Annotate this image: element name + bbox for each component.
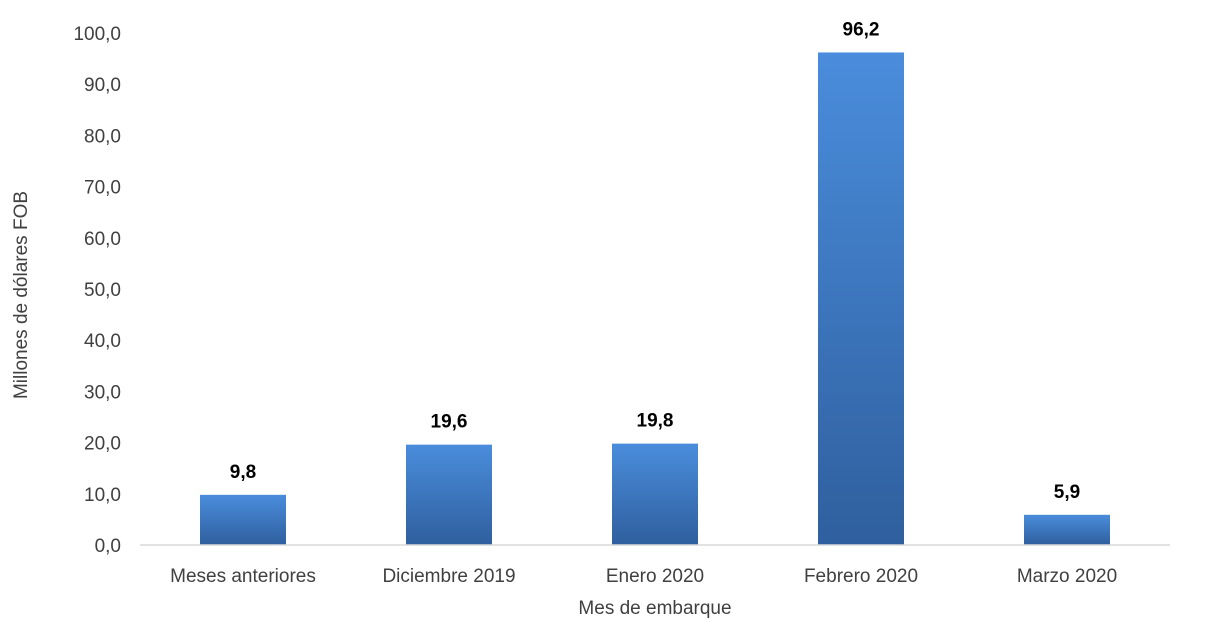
x-category-label: Febrero 2020 xyxy=(804,566,918,587)
bar xyxy=(818,52,904,546)
x-category-label: Diciembre 2019 xyxy=(382,566,515,587)
bar-value-label: 5,9 xyxy=(1054,482,1080,503)
y-tick-label: 10,0 xyxy=(84,485,121,506)
x-axis-categories: Meses anteriores Diciembre 2019 Enero 2020… xyxy=(170,566,1117,587)
bar-value-label: 9,8 xyxy=(230,462,256,483)
y-tick-label: 100,0 xyxy=(73,24,121,45)
x-category-label: Meses anteriores xyxy=(170,566,316,587)
y-tick-label: 80,0 xyxy=(84,126,121,147)
bar xyxy=(612,443,698,545)
bar-value-label: 19,6 xyxy=(431,412,468,433)
bars-group xyxy=(200,52,1110,546)
x-category-label: Enero 2020 xyxy=(606,566,704,587)
bar-value-label: 96,2 xyxy=(843,19,880,40)
y-tick-label: 30,0 xyxy=(84,382,121,403)
bar-value-label: 19,8 xyxy=(637,411,674,432)
x-axis-title: Mes de embarque xyxy=(578,598,731,619)
y-tick-label: 20,0 xyxy=(84,434,121,455)
y-tick-label: 70,0 xyxy=(84,178,121,199)
bar xyxy=(200,494,286,545)
bar xyxy=(406,444,492,545)
y-tick-label: 0,0 xyxy=(95,536,121,557)
y-tick-label: 40,0 xyxy=(84,331,121,352)
bar xyxy=(1024,514,1110,545)
y-tick-label: 60,0 xyxy=(84,229,121,250)
y-axis-ticks: 0,0 10,0 20,0 30,0 40,0 50,0 60,0 70,0 80,0 90,0 1… xyxy=(73,24,121,557)
data-labels-group: 9,8 19,6 19,8 96,2 5,9 xyxy=(230,19,1080,502)
y-axis-title: Millones de dólares FOB xyxy=(11,191,32,399)
y-tick-label: 90,0 xyxy=(84,75,121,96)
y-tick-label: 50,0 xyxy=(84,280,121,301)
x-category-label: Marzo 2020 xyxy=(1017,566,1117,587)
